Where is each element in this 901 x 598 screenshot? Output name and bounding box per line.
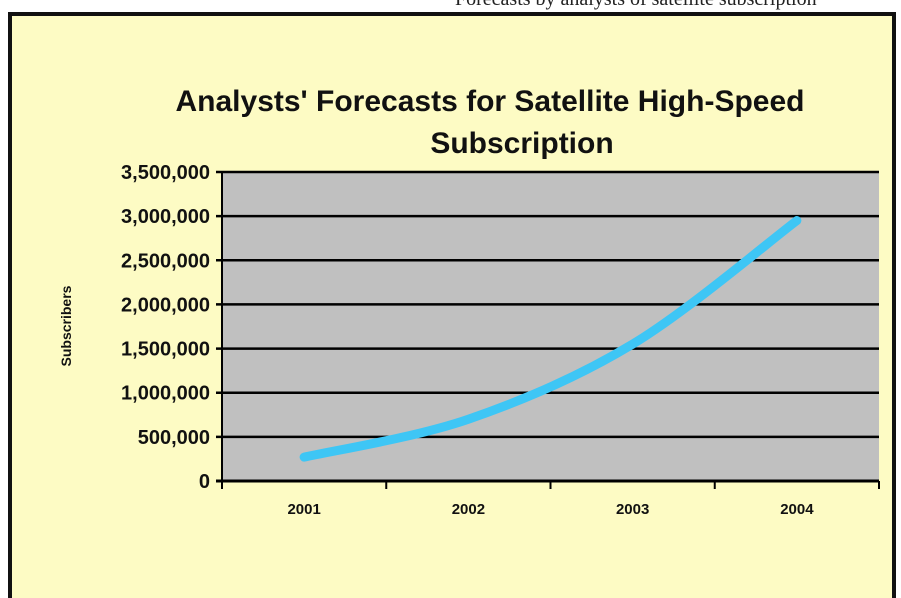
x-tick-label: 2002: [452, 501, 485, 518]
chart-title-line-1: Analysts' Forecasts for Satellite High-S…: [176, 85, 805, 118]
y-tick-label: 2,500,000: [121, 250, 210, 272]
series-line: [299, 216, 802, 462]
y-tick-label: 3,000,000: [121, 206, 210, 228]
chart-title-line-2: Subscription: [430, 127, 613, 160]
gridlines: [216, 170, 879, 483]
y-tick-label: 0: [199, 471, 210, 493]
x-tick-label: 2001: [287, 501, 320, 518]
series-group: [299, 216, 802, 462]
y-axis-ticks: 0 500,000 1,000,000 1,500,000 2,000,000 2,500…: [121, 162, 210, 493]
x-tick-label: 2004: [780, 501, 814, 518]
page-caption-text: Forecasts by analysts of satellite subsc…: [455, 0, 817, 9]
y-tick-label: 1,500,000: [121, 339, 210, 361]
y-tick-label: 2,000,000: [121, 294, 210, 316]
y-tick-label: 1,000,000: [121, 383, 210, 405]
x-tick-label: 2003: [616, 501, 649, 518]
y-tick-label: 3,500,000: [121, 162, 210, 184]
x-axis-ticks: 2001 2002 2003 2004: [221, 481, 880, 518]
page-caption-clipped: Forecasts by analysts of satellite subsc…: [0, 0, 901, 18]
plot-area: [222, 172, 879, 481]
y-axis-label: Subscribers: [58, 285, 74, 366]
y-tick-label: 500,000: [138, 427, 210, 449]
